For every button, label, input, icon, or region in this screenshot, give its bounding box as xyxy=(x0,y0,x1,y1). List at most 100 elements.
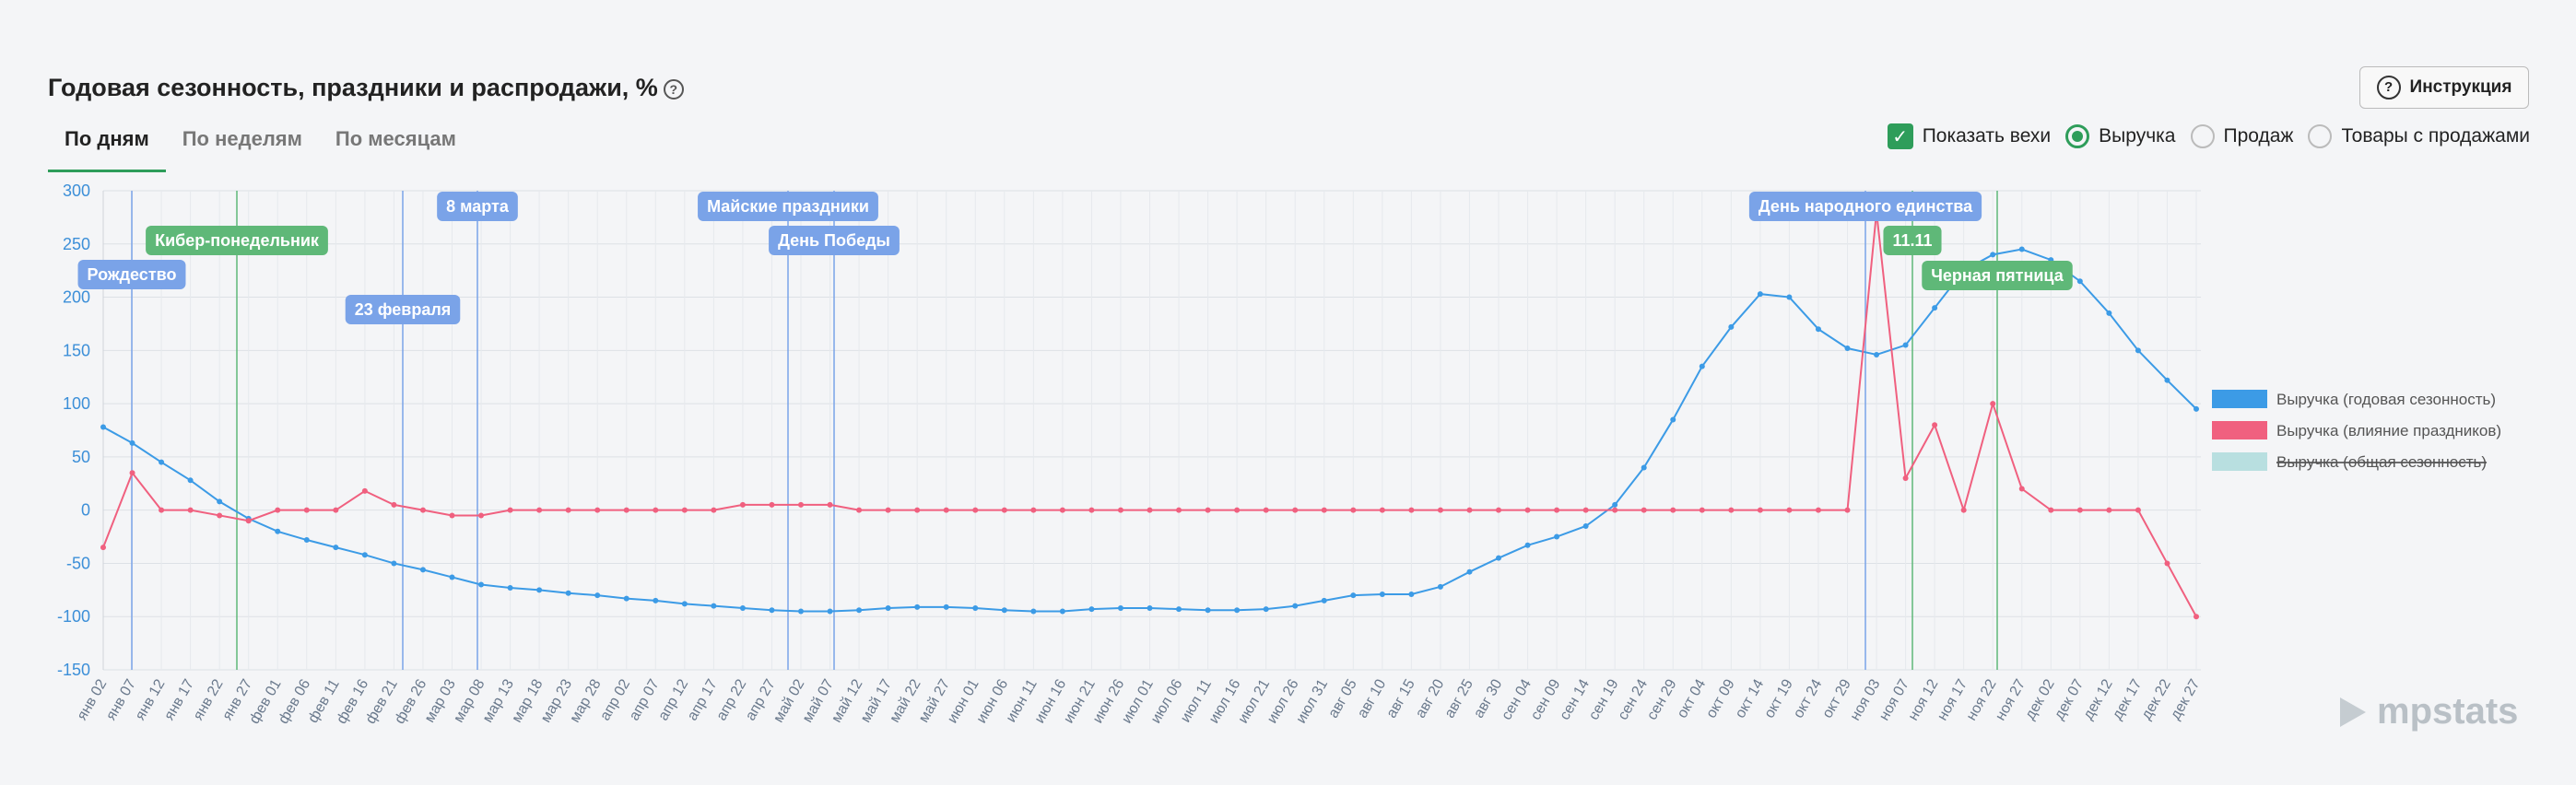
data-point xyxy=(478,581,485,588)
logo: mpstats xyxy=(2336,691,2518,732)
instruction-button[interactable]: ? Инструкция xyxy=(2359,66,2529,109)
milestone-label: Черная пятница xyxy=(1931,266,2064,285)
data-point xyxy=(217,512,223,519)
data-point xyxy=(333,507,339,513)
data-point xyxy=(245,518,252,524)
data-point xyxy=(827,501,833,508)
radio[interactable]: Товары с продажами xyxy=(2308,124,2530,148)
data-point xyxy=(1786,294,1793,300)
data-point xyxy=(1205,607,1211,614)
data-point xyxy=(711,507,717,513)
data-point xyxy=(856,507,863,513)
y-tick-label: 200 xyxy=(63,288,90,307)
data-point xyxy=(1990,401,1996,407)
data-point xyxy=(1902,342,1909,348)
data-point xyxy=(972,604,979,611)
data-point xyxy=(2076,507,2083,513)
button-label: Инструкция xyxy=(2409,77,2512,97)
data-point xyxy=(1437,507,1443,513)
data-point xyxy=(129,439,135,446)
milestone-box xyxy=(437,192,518,221)
milestone: День Победы xyxy=(769,226,900,255)
data-point xyxy=(1728,323,1735,330)
data-point xyxy=(739,604,746,611)
data-point xyxy=(129,470,135,476)
help-icon[interactable]: ? xyxy=(663,78,684,100)
data-point xyxy=(769,607,775,614)
data-point xyxy=(885,507,891,513)
y-tick-label: 100 xyxy=(63,394,90,413)
data-point xyxy=(361,552,368,558)
y-tick-label: 50 xyxy=(72,448,90,466)
data-point xyxy=(1699,507,1705,513)
data-point xyxy=(681,507,688,513)
data-point xyxy=(856,607,863,614)
data-point xyxy=(769,501,775,508)
data-point xyxy=(1554,507,1560,513)
data-point xyxy=(1147,604,1153,611)
controls: ✓ Показать вехи Выручка Продаж Товары с п… xyxy=(1887,123,2530,149)
milestone: День народного единства xyxy=(1748,192,1982,221)
y-tick-label: 250 xyxy=(63,235,90,253)
data-point xyxy=(361,487,368,494)
data-point xyxy=(1205,507,1211,513)
data-point xyxy=(1612,507,1618,513)
data-point xyxy=(739,501,746,508)
data-point xyxy=(1001,607,1007,614)
radio-label: Выручка xyxy=(2099,125,2176,146)
tab[interactable]: По неделям xyxy=(182,127,302,150)
radio[interactable]: Продаж xyxy=(2190,124,2293,148)
data-point xyxy=(594,592,601,599)
data-point xyxy=(391,560,397,567)
milestone-box xyxy=(698,192,878,221)
data-point xyxy=(391,501,397,508)
data-point xyxy=(1670,507,1676,513)
data-point xyxy=(2048,507,2054,513)
data-point xyxy=(100,545,106,551)
milestone: Рождество xyxy=(77,260,186,289)
tab[interactable]: По месяцам xyxy=(335,127,456,150)
data-point xyxy=(1902,475,1909,481)
data-point xyxy=(536,587,543,593)
data-point xyxy=(1932,305,1938,311)
radio-label: Товары с продажами xyxy=(2341,125,2530,146)
milestone-box xyxy=(1922,261,2073,290)
milestone: 8 марта xyxy=(437,192,518,221)
data-point xyxy=(1728,507,1735,513)
milestone-box xyxy=(146,226,328,255)
data-point xyxy=(1030,507,1037,513)
radio[interactable]: Выручка xyxy=(2065,124,2176,148)
data-point xyxy=(885,604,891,611)
legend-swatch xyxy=(2212,390,2267,408)
x-tick-label: ноя 27 xyxy=(1993,676,2029,723)
data-point xyxy=(217,498,223,505)
data-point xyxy=(1496,555,1501,561)
data-point xyxy=(711,603,717,609)
data-point xyxy=(1641,507,1647,513)
data-point xyxy=(1612,501,1618,508)
data-point xyxy=(623,507,629,513)
data-point xyxy=(594,507,601,513)
data-point xyxy=(1844,507,1851,513)
data-point xyxy=(943,603,949,610)
data-point xyxy=(507,585,513,592)
data-point xyxy=(1815,326,1821,333)
milestone-label: 23 февраля xyxy=(355,300,452,319)
milestone-label: 11.11 xyxy=(1892,231,1932,250)
data-point xyxy=(1699,363,1705,369)
tab[interactable]: По дням xyxy=(48,127,166,172)
data-point xyxy=(1059,608,1065,615)
data-point xyxy=(1059,507,1065,513)
milestone-label: 8 марта xyxy=(446,197,510,216)
checkbox[interactable]: ✓ Показать вехи xyxy=(1887,123,2051,149)
y-tick-label: -150 xyxy=(57,661,90,679)
tabs: По дням По неделям По месяцам xyxy=(48,127,473,172)
data-point xyxy=(2135,347,2141,354)
data-point xyxy=(1815,507,1821,513)
data-point xyxy=(1757,507,1763,513)
data-point xyxy=(1844,346,1851,352)
data-point xyxy=(333,545,339,551)
data-point xyxy=(972,507,979,513)
milestone-box xyxy=(769,226,900,255)
